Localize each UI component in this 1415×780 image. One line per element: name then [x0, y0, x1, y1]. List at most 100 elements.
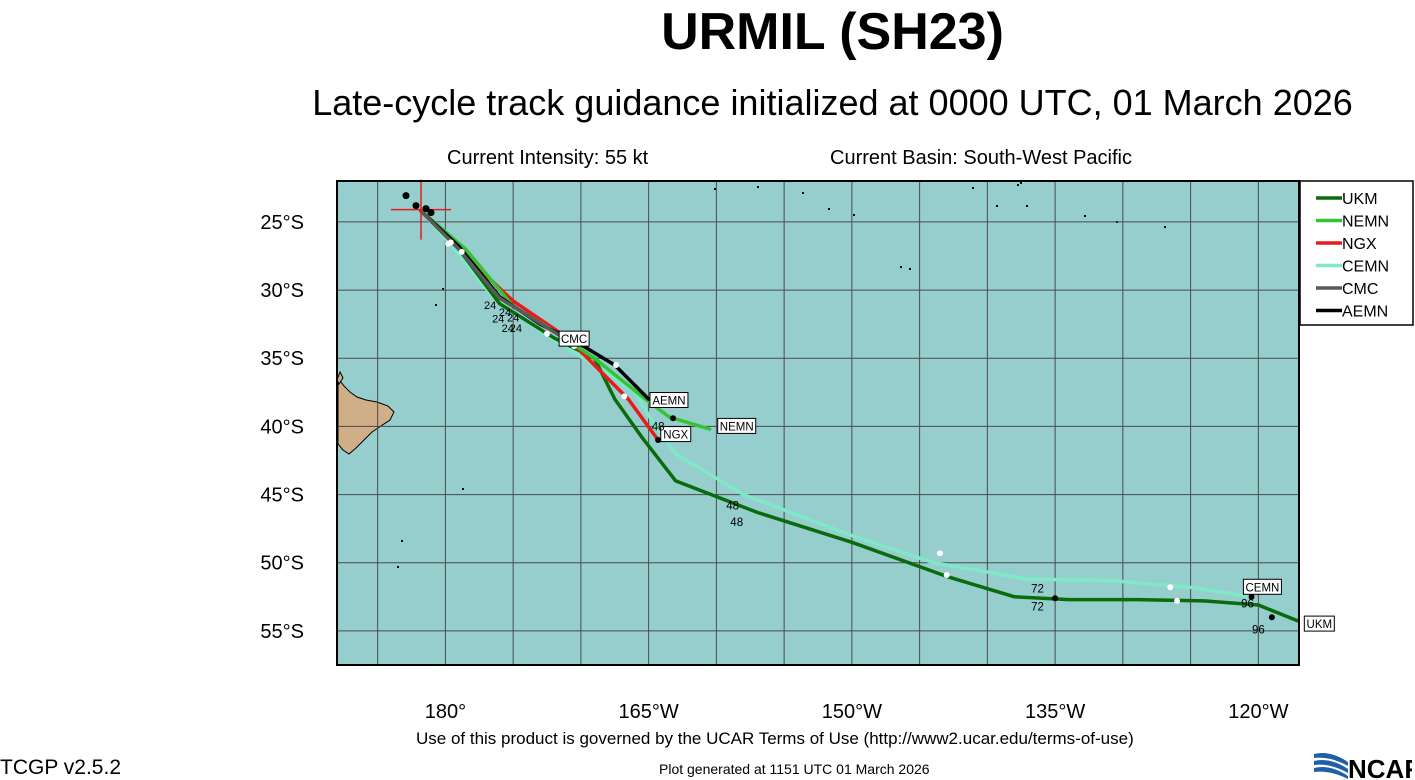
initial-position-dot	[422, 205, 430, 213]
generated-timestamp: Plot generated at 1151 UTC 01 March 2026	[659, 761, 930, 777]
island-speck	[714, 188, 716, 190]
island-speck	[1017, 184, 1019, 186]
longitude-tick-label: 150°W	[822, 701, 882, 723]
latitude-tick-label: 35°S	[260, 348, 304, 370]
forecast-point	[1174, 597, 1181, 604]
forecast-point	[670, 415, 677, 422]
track-end-label: CMC	[561, 334, 587, 346]
forecast-hour-label: 24	[502, 323, 514, 335]
track-label-box	[1303, 615, 1335, 632]
legend-entry-cemn: CEMN	[1342, 259, 1389, 276]
island-speck	[397, 566, 399, 568]
graticule	[337, 181, 1299, 665]
map-title: URMIL (SH23)	[661, 3, 1004, 61]
initial-position-dot	[402, 192, 410, 200]
track-end-label: AEMN	[652, 396, 685, 408]
island-speck	[435, 304, 437, 306]
forecast-point	[447, 239, 454, 246]
forecast-hour-label: 24	[492, 314, 504, 326]
latitude-tick-label: 25°S	[260, 212, 304, 234]
track-label-box	[717, 417, 757, 434]
legend-entry-ngx: NGX	[1342, 236, 1377, 253]
island-speck	[401, 540, 403, 542]
longitude-tick-label: 120°W	[1228, 701, 1288, 723]
island-speck	[757, 186, 759, 188]
island-speck	[996, 205, 998, 207]
island-speck	[1164, 226, 1166, 228]
island-speck	[900, 266, 902, 268]
legend-box	[1299, 180, 1414, 326]
track-label-box	[660, 426, 692, 443]
current-intensity: Current Intensity: 55 kt	[447, 147, 649, 169]
latitude-tick-label: 30°S	[260, 280, 304, 302]
map-subtitle: Late-cycle track guidance initialized at…	[312, 82, 1353, 123]
forecast-point	[621, 393, 628, 400]
track-end-label: CEMN	[1245, 582, 1279, 594]
current-basin: Current Basin: South-West Pacific	[830, 147, 1132, 169]
ocean-background	[337, 181, 1299, 665]
longitude-tick-label: 180°	[425, 701, 466, 723]
ncar-logo: NCAR	[1314, 753, 1412, 780]
track-label-box	[1242, 578, 1282, 595]
island-speck	[802, 192, 804, 194]
forecast-hour-label: 48	[652, 421, 665, 433]
forecast-hour-label: 24	[484, 300, 496, 312]
initial-position-dot	[427, 209, 435, 217]
island-speck	[972, 187, 974, 189]
plot-frame	[336, 180, 1300, 666]
forecast-point	[544, 330, 551, 337]
island-speck	[828, 208, 830, 210]
latitude-tick-label: 55°S	[260, 621, 304, 643]
track-cmc	[419, 209, 576, 347]
version-label: TCGP v2.5.2	[0, 756, 121, 779]
forecast-point	[1248, 593, 1255, 600]
initial-position-dot	[412, 202, 420, 210]
ncar-wave-icon	[1314, 753, 1348, 779]
legend-entry-cmc: CMC	[1342, 281, 1378, 298]
forecast-hour-label: 48	[730, 517, 743, 529]
island-speck	[1026, 205, 1028, 207]
longitude-tick-label: 165°W	[619, 701, 679, 723]
island-speck	[1084, 215, 1086, 217]
longitude-tick-labels: 180° 165°W 150°W 135°W 120°W	[425, 701, 1289, 723]
island-speck	[442, 288, 444, 290]
latitude-tick-label: 40°S	[260, 416, 304, 438]
forecast-point	[458, 248, 465, 255]
island-speck	[1020, 182, 1022, 184]
forecast-point	[1052, 595, 1059, 602]
forecast-point	[943, 572, 950, 579]
latitude-tick-labels: 25°S 30°S 35°S 40°S 45°S 50°S 55°S	[260, 212, 304, 643]
new-zealand-north-island	[337, 376, 395, 455]
legend-entry-ukm: UKM	[1342, 191, 1378, 208]
track-end-label: UKM	[1307, 619, 1333, 631]
forecast-hour-label: 24	[510, 323, 522, 335]
forecast-hour-label: 48	[726, 500, 739, 512]
island-speck	[462, 488, 464, 490]
forecast-hour-label: 24	[507, 312, 519, 324]
terms-of-use: Use of this product is governed by the U…	[416, 729, 1134, 748]
forecast-point	[1268, 614, 1275, 621]
legend: UKM NEMN NGX CEMN CMC AEMN	[1299, 180, 1414, 326]
forecast-hour-label: 96	[1241, 599, 1254, 611]
legend-entry-nemn: NEMN	[1342, 214, 1389, 231]
forecast-hour-label: 24	[499, 307, 511, 319]
forecast-point	[936, 550, 943, 557]
island-speck	[853, 214, 855, 216]
legend-entry-aemn: AEMN	[1342, 304, 1388, 321]
latitude-tick-label: 50°S	[260, 553, 304, 575]
forecast-point	[613, 362, 620, 369]
forecast-point	[655, 437, 662, 444]
forecast-hour-label: 72	[1031, 601, 1044, 613]
forecast-point	[1167, 584, 1174, 591]
forecast-hour-label: 72	[1031, 584, 1044, 596]
track-end-label: NEMN	[720, 421, 754, 433]
storm-position-marker	[391, 179, 452, 240]
island-speck	[909, 268, 911, 270]
longitude-tick-label: 135°W	[1025, 701, 1085, 723]
track-end-label: NGX	[663, 430, 688, 442]
track-label-box	[558, 330, 590, 347]
land-layer	[337, 370, 395, 455]
